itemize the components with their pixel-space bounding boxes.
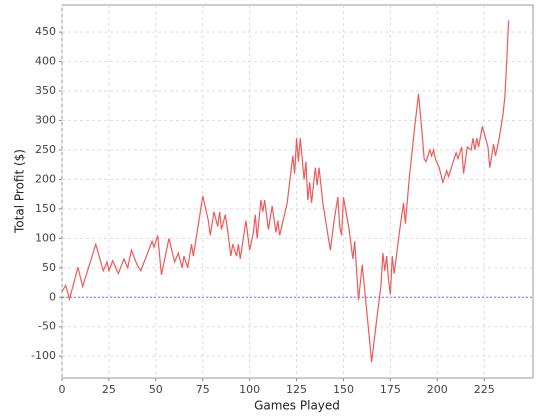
x-tick-label: 125 bbox=[286, 383, 307, 396]
x-tick-label: 175 bbox=[380, 383, 401, 396]
y-tick-label: 250 bbox=[35, 143, 56, 156]
x-tick-label: 200 bbox=[427, 383, 448, 396]
x-tick-label: 100 bbox=[239, 383, 260, 396]
y-tick-label: 350 bbox=[35, 84, 56, 97]
y-tick-label: 450 bbox=[35, 25, 56, 38]
y-tick-label: 0 bbox=[49, 290, 56, 303]
y-tick-label: 100 bbox=[35, 231, 56, 244]
x-tick-label: 75 bbox=[196, 383, 210, 396]
y-tick-label: 300 bbox=[35, 113, 56, 126]
y-tick-label: 150 bbox=[35, 202, 56, 215]
y-axis-label: Total Profit ($) bbox=[13, 149, 27, 234]
y-tick-label: -50 bbox=[38, 320, 56, 333]
y-tick-label: 50 bbox=[42, 261, 56, 274]
x-axis-label: Games Played bbox=[254, 399, 340, 413]
x-tick-label: 225 bbox=[474, 383, 495, 396]
y-tick-label: 400 bbox=[35, 55, 56, 68]
x-tick-label: 0 bbox=[59, 383, 66, 396]
y-tick-label: -100 bbox=[31, 349, 56, 362]
data-line bbox=[61, 20, 510, 363]
plot-area bbox=[61, 4, 534, 379]
x-tick-label: 50 bbox=[149, 383, 163, 396]
x-tick-label: 25 bbox=[102, 383, 116, 396]
x-tick-label: 150 bbox=[333, 383, 354, 396]
y-tick-label: 200 bbox=[35, 172, 56, 185]
